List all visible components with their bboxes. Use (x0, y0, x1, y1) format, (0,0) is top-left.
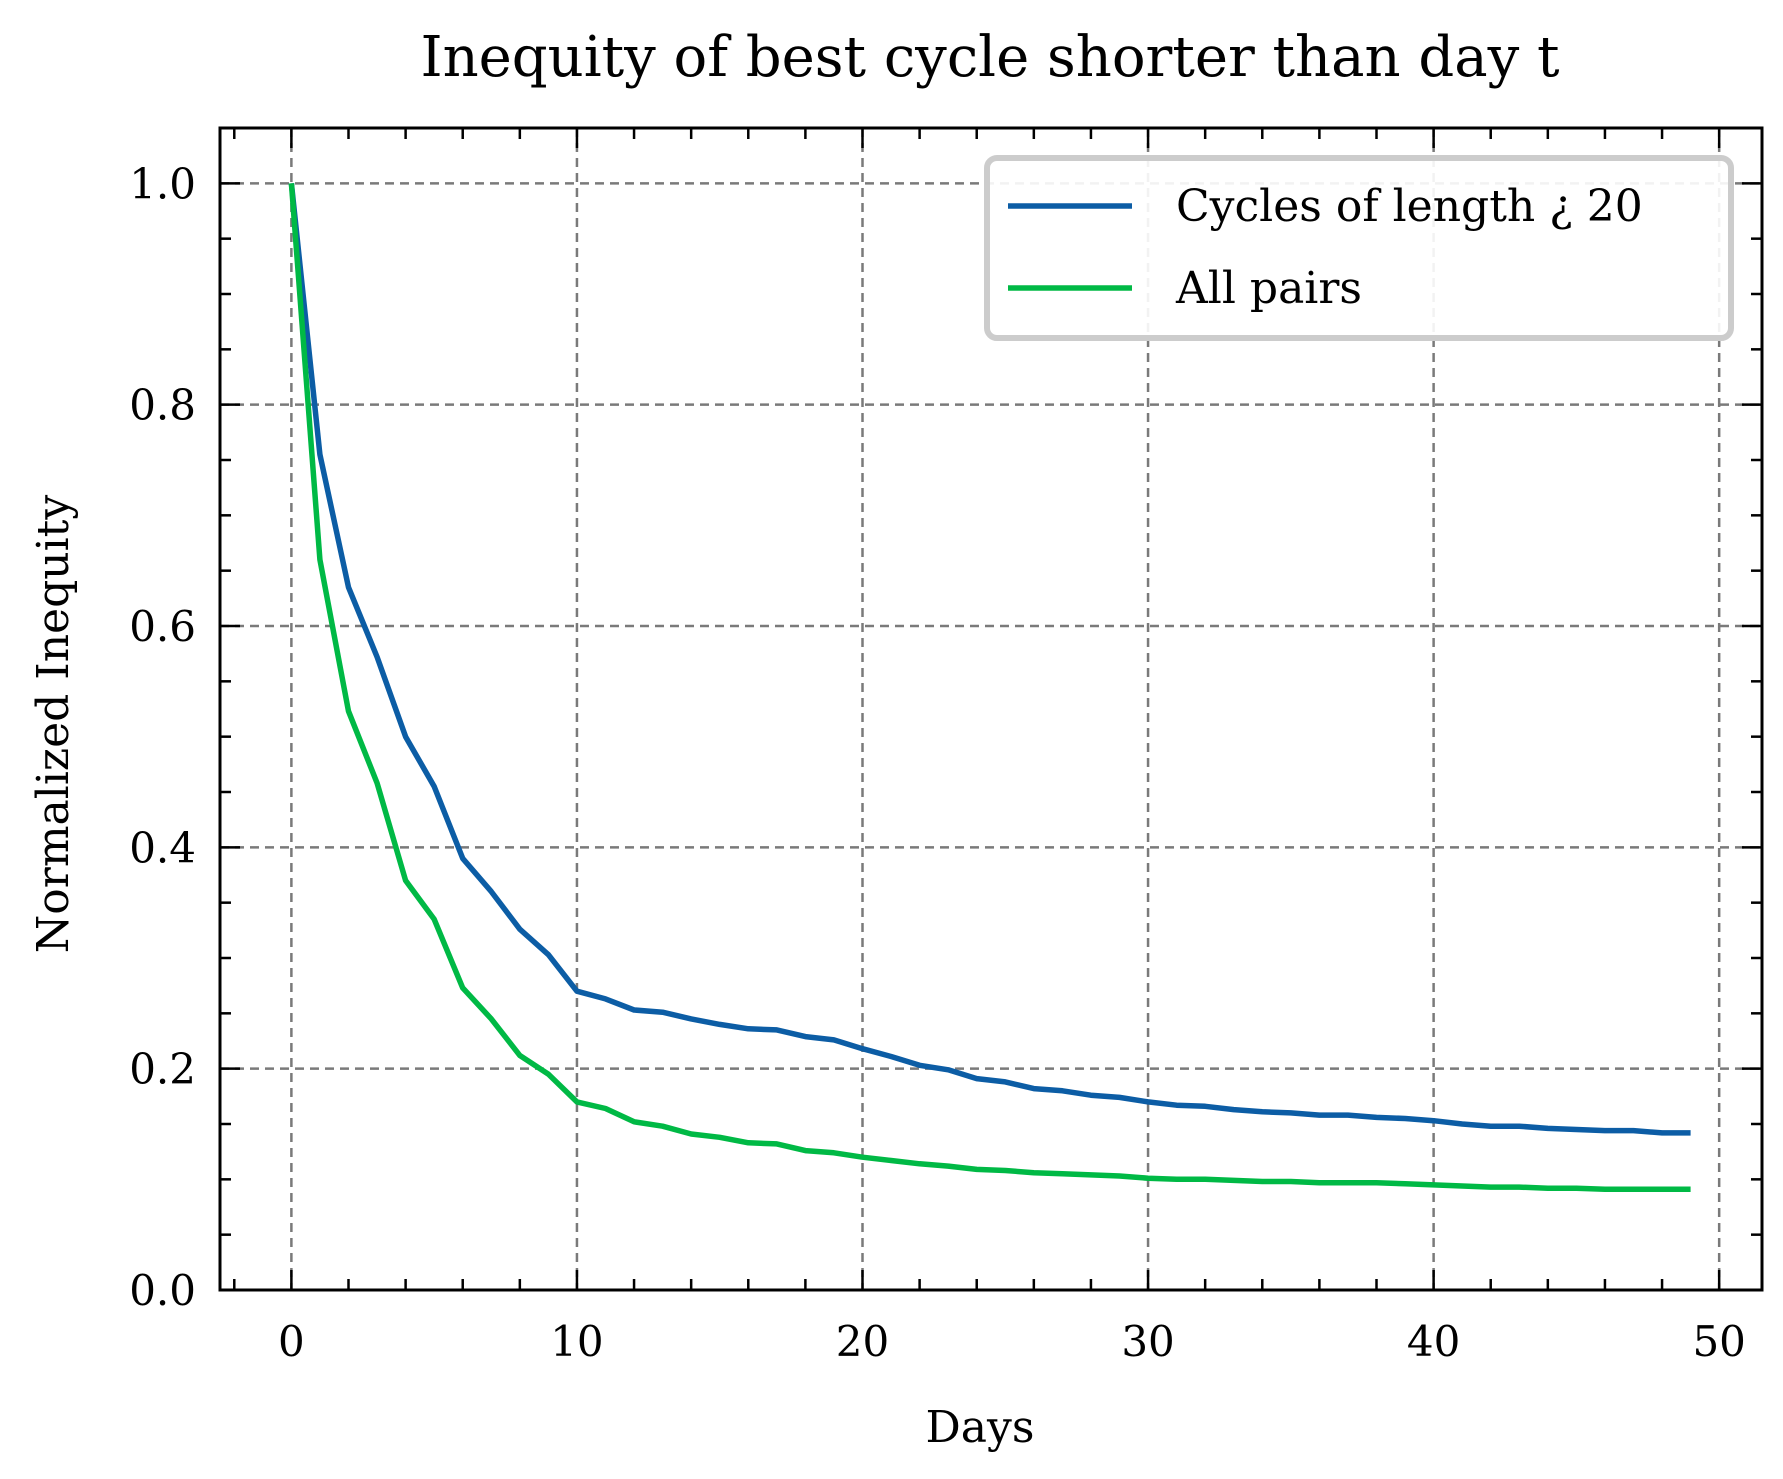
ticks (220, 126, 1762, 1292)
data-lines (288, 183, 1691, 1193)
x-tick-label: 50 (1692, 1317, 1745, 1366)
chart-title: Inequity of best cycle shorter than day … (420, 25, 1560, 90)
y-axis-label: Normalized Inequity (28, 495, 79, 954)
legend-box (984, 155, 1734, 341)
x-tick-label: 40 (1407, 1317, 1460, 1366)
y-tick-label: 0.0 (129, 1266, 196, 1315)
x-axis-label: Days (926, 1402, 1035, 1453)
series-line (288, 183, 1691, 1193)
legend-label: Cycles of length ¿ 20 (1176, 181, 1643, 232)
x-tick-label: 10 (550, 1317, 603, 1366)
y-tick-label: 0.4 (129, 823, 196, 872)
y-tick-label: 0.6 (129, 602, 196, 651)
legend-label: All pairs (1175, 263, 1362, 314)
y-tick-label: 1.0 (129, 159, 196, 208)
series-line (288, 183, 1691, 1136)
plot-frame (218, 126, 1764, 1292)
legend: Cycles of length ¿ 20 All pairs (984, 155, 1734, 341)
x-tick-label: 30 (1121, 1317, 1174, 1366)
y-tick-label: 0.2 (129, 1045, 196, 1094)
y-tick-label: 0.8 (129, 381, 196, 430)
tick-labels: 0 10 20 30 40 50 0.0 0.2 0.4 0.6 0.8 1.0 (129, 159, 1746, 1366)
x-tick-label: 20 (836, 1317, 889, 1366)
x-tick-label: 0 (278, 1317, 305, 1366)
